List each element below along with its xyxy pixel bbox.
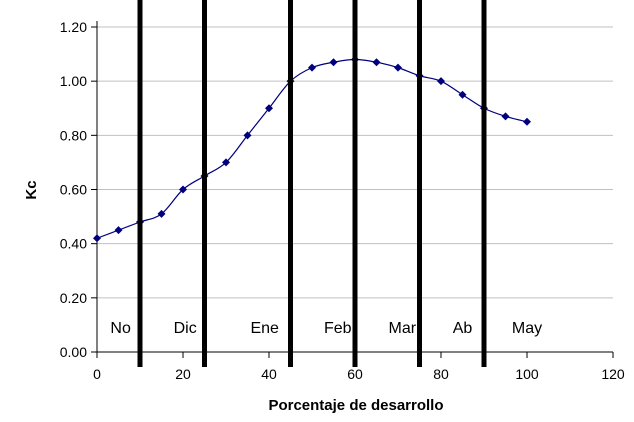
y-tick-label: 0.80	[60, 127, 87, 143]
data-point	[243, 131, 252, 140]
x-tick-label: 40	[261, 366, 277, 382]
month-label: Ene	[250, 320, 279, 337]
y-axis-title: Kc	[23, 180, 40, 199]
y-tick-label: 0.00	[60, 344, 87, 360]
data-point	[329, 58, 338, 67]
data-point	[114, 226, 123, 235]
x-tick-labels: 0 20 40 60 80 100 120	[93, 366, 625, 382]
month-label: May	[512, 320, 542, 337]
y-tick-label: 1.00	[60, 73, 87, 89]
month-label: No	[110, 320, 131, 337]
data-point	[372, 58, 381, 67]
y-tick-label: 0.40	[60, 236, 87, 252]
month-label: Feb	[324, 320, 352, 337]
x-tick-label: 60	[347, 366, 363, 382]
x-tick-label: 100	[515, 366, 539, 382]
x-axis-title: Porcentaje de desarrollo	[268, 397, 443, 414]
month-dividers	[137, 0, 487, 367]
x-tick-label: 120	[601, 366, 625, 382]
data-point	[179, 185, 187, 194]
data-point	[437, 77, 445, 86]
month-label: Ab	[453, 320, 473, 337]
x-tick-label: 80	[433, 366, 449, 382]
data-point	[265, 104, 273, 113]
y-tick-label: 1.20	[60, 19, 87, 35]
data-point	[458, 90, 467, 99]
y-tick-label: 0.20	[60, 290, 87, 306]
month-label: Mar	[389, 320, 417, 337]
data-point	[157, 209, 166, 218]
month-label: Dic	[174, 320, 197, 337]
y-tick-label: 0.60	[60, 182, 87, 198]
y-tick-labels: 0.00 0.20 0.40 0.60 0.80 1.00 1.20	[60, 19, 87, 360]
x-tick-label: 20	[175, 366, 191, 382]
data-point	[222, 158, 230, 167]
month-labels: No Dic Ene Feb Mar Ab May	[110, 320, 542, 337]
kc-series	[93, 55, 531, 243]
data-point	[394, 63, 402, 72]
data-point	[93, 234, 101, 243]
data-point	[523, 117, 531, 126]
data-point	[308, 63, 316, 72]
data-point	[501, 112, 510, 121]
x-tick-label: 0	[93, 366, 101, 382]
